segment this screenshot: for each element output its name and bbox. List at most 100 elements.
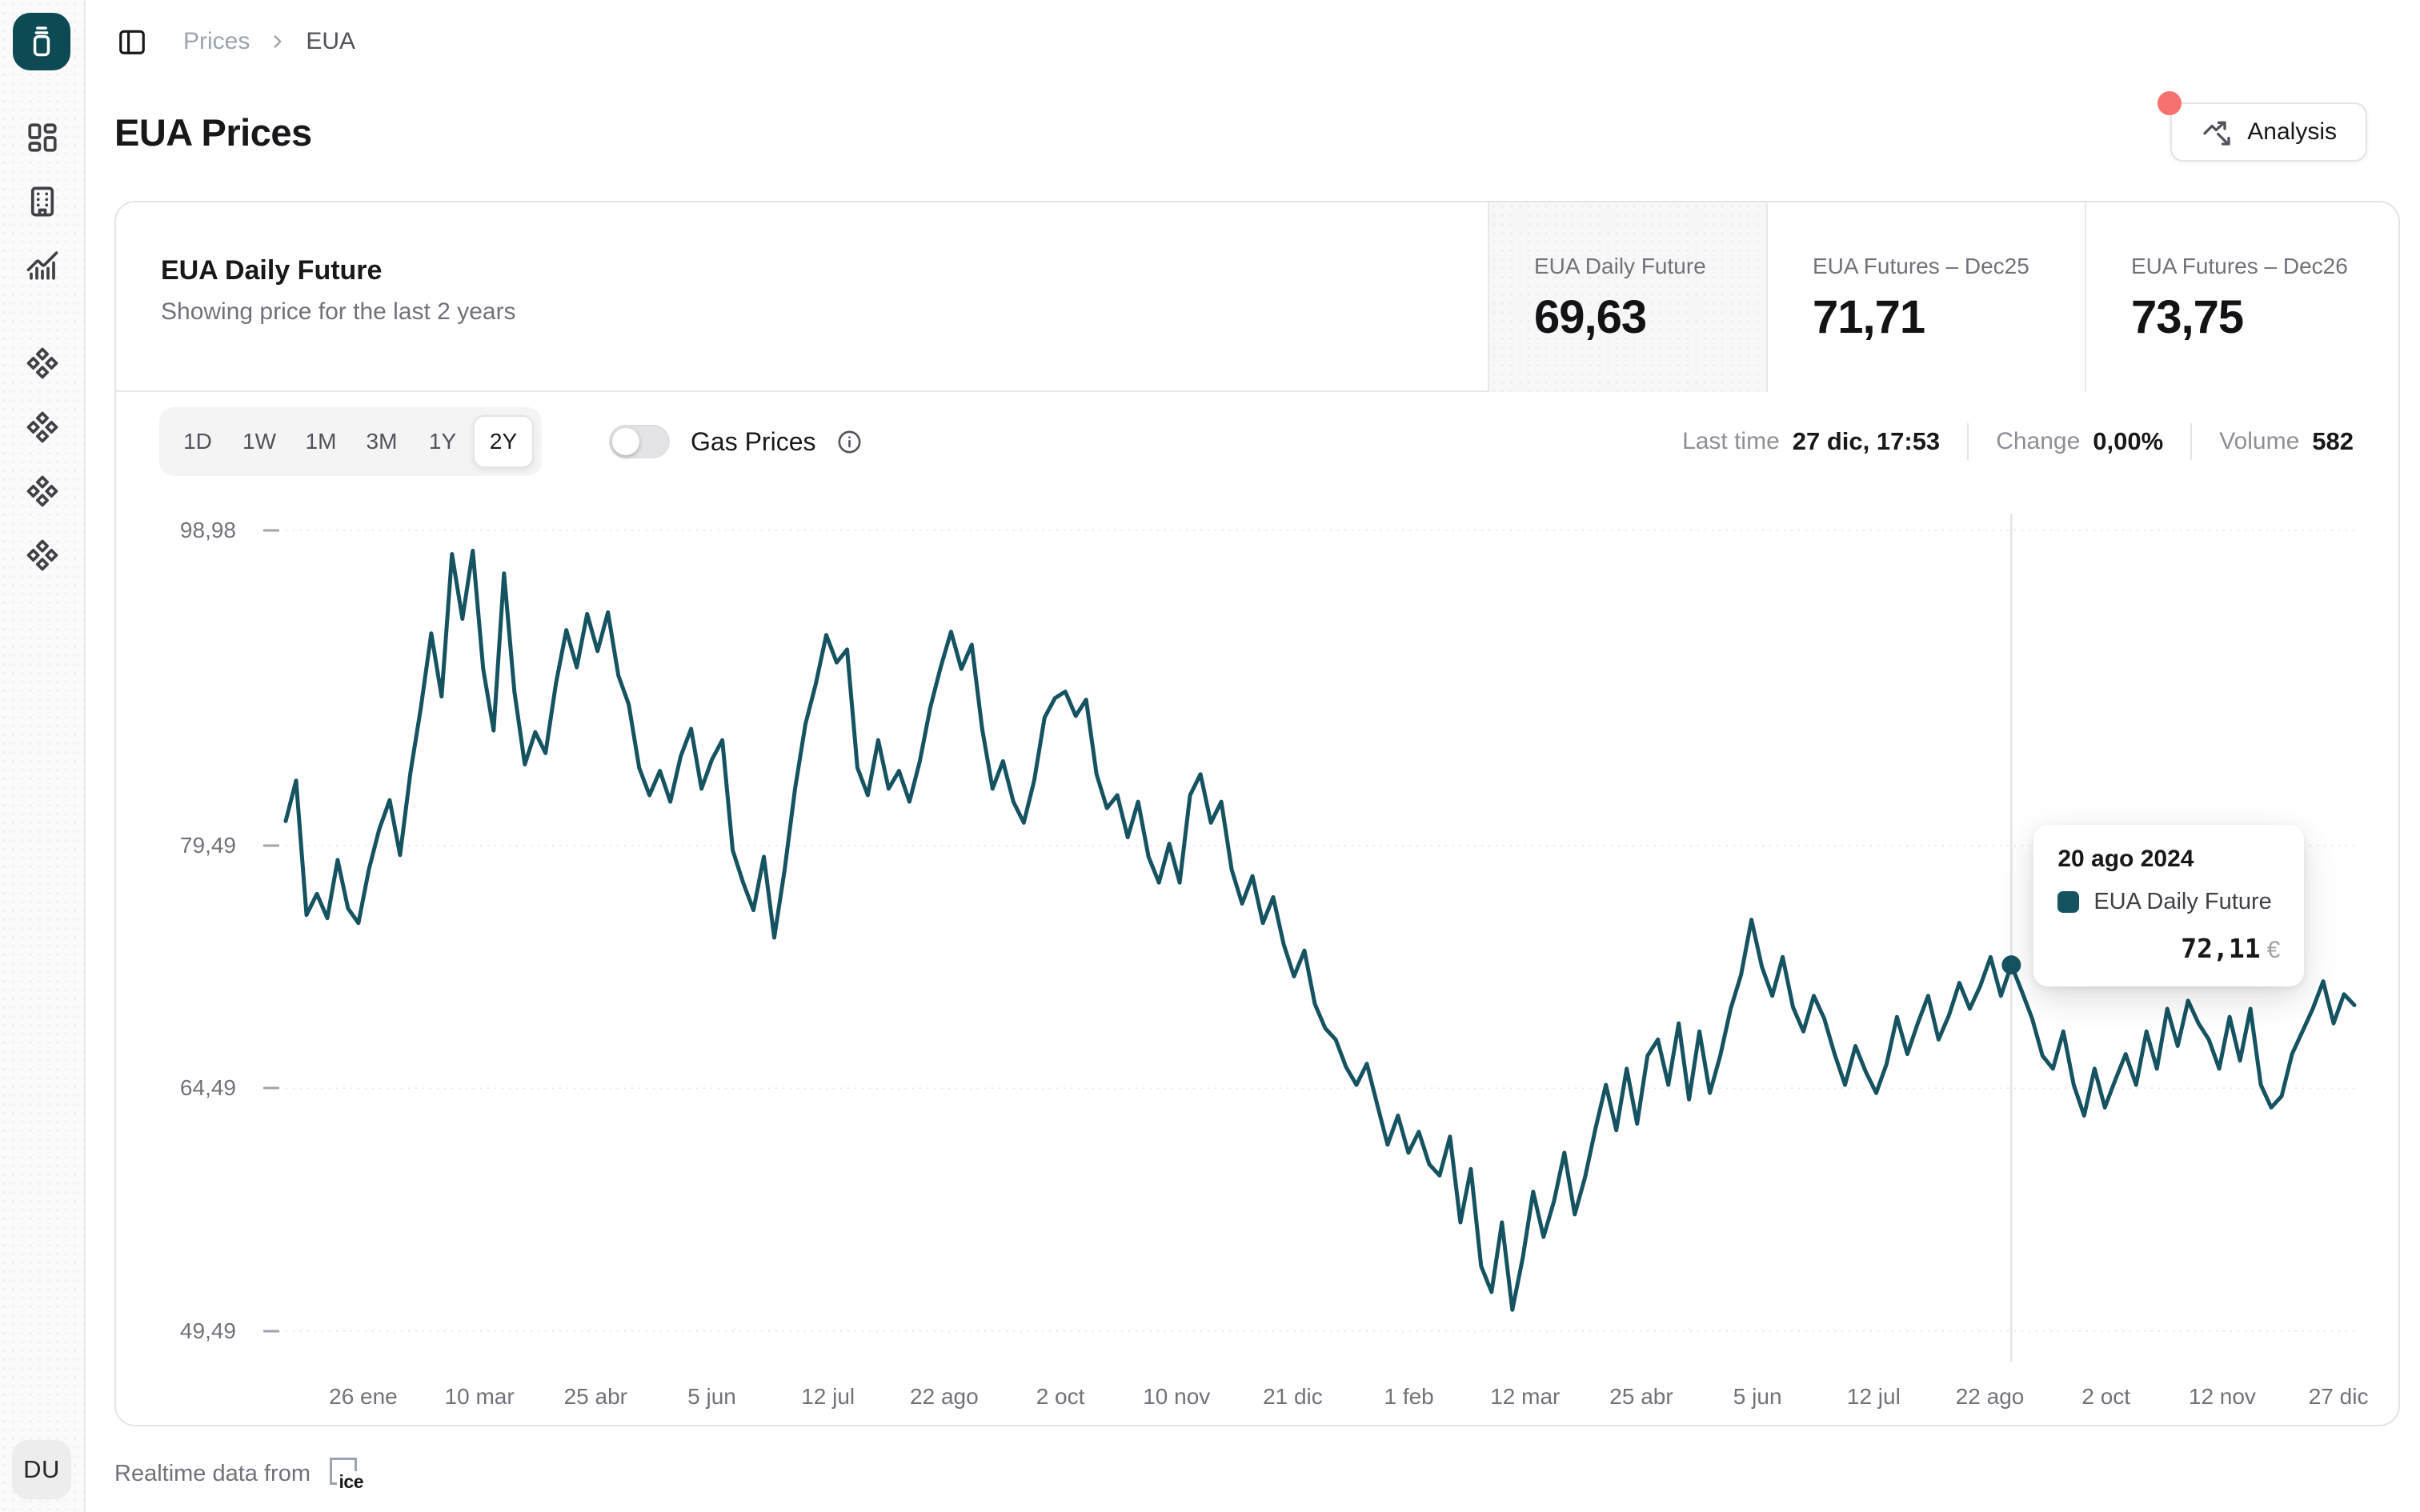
sidebar-toggle-button[interactable]	[114, 24, 150, 59]
price-tile-0[interactable]: EUA Daily Future 69,63	[1488, 202, 1766, 392]
range-button-2y[interactable]: 2Y	[473, 415, 534, 468]
y-axis-tick	[263, 1086, 279, 1090]
price-chart[interactable]: 20 ago 2024 EUA Daily Future 72,11 € 98,9…	[180, 514, 2368, 1409]
topbar: Prices EUA	[114, 19, 355, 64]
x-axis-label: 26 ene	[329, 1384, 398, 1409]
tile-value: 71,71	[1813, 291, 1925, 343]
sidebar-item-module-4[interactable]	[17, 530, 68, 581]
component-icon	[26, 411, 58, 443]
stat-label: Change	[1996, 428, 2081, 454]
tile-label: EUA Futures – Dec26	[2131, 254, 2348, 278]
sidebar-item-prices[interactable]	[17, 240, 68, 291]
tooltip-series-name: EUA Daily Future	[2093, 889, 2272, 915]
building-icon	[30, 186, 54, 217]
x-axis-label: 5 jun	[687, 1384, 736, 1409]
app-logo[interactable]	[13, 13, 70, 70]
price-tiles: EUA Daily Future 69,63 EUA Futures – Dec25…	[1488, 202, 2398, 392]
y-axis-label: 79,49	[179, 832, 236, 858]
footer-text: Realtime data from	[114, 1460, 311, 1486]
component-icon	[26, 475, 58, 507]
tile-label: EUA Futures – Dec25	[1813, 254, 2029, 278]
x-axis-label: 10 nov	[1143, 1384, 1211, 1409]
x-axis-label: 2 oct	[2081, 1384, 2131, 1409]
x-axis-label: 21 dic	[1263, 1384, 1323, 1409]
stat-separator	[1967, 423, 1969, 460]
component-icon	[26, 347, 58, 379]
tile-value: 69,63	[1534, 291, 1647, 343]
card-title: EUA Daily Future	[161, 255, 383, 286]
tile-value: 73,75	[2131, 291, 2244, 343]
x-axis-label: 12 nov	[2188, 1384, 2256, 1409]
x-axis-label: 10 mar	[444, 1384, 515, 1409]
sidebar-item-module-3[interactable]	[17, 466, 68, 517]
gas-prices-toggle[interactable]	[609, 425, 670, 458]
chart-tooltip: 20 ago 2024 EUA Daily Future 72,11 €	[2033, 825, 2305, 987]
trending-arrows-icon	[2203, 121, 2230, 146]
stat-value: 582	[2312, 427, 2354, 455]
sidebar-nav	[0, 112, 84, 594]
series-swatch	[2057, 891, 2080, 914]
ice-logo: ice	[330, 1458, 364, 1493]
card-subtitle: Showing price for the last 2 years	[161, 298, 516, 325]
analysis-button[interactable]: Analysis	[2158, 91, 2367, 162]
x-axis-label: 12 jul	[801, 1384, 855, 1409]
jar-logo-icon	[33, 26, 50, 57]
stat-change: Change 0,00%	[1996, 427, 2163, 456]
price-tile-2[interactable]: EUA Futures – Dec26 73,75	[2085, 202, 2398, 392]
y-axis-label: 98,98	[179, 517, 236, 542]
stats-row: Last time 27 dic, 17:53 Change 0,00% Volume 5…	[1682, 407, 2354, 476]
x-axis-label: 12 mar	[1490, 1384, 1561, 1409]
stat-volume: Volume 582	[2219, 427, 2354, 456]
footer: Realtime data from ice	[114, 1458, 364, 1493]
x-axis-label: 22 ago	[1955, 1384, 2025, 1409]
range-button-1d[interactable]: 1D	[183, 429, 212, 454]
tooltip-date: 20 ago 2024	[2057, 846, 2194, 873]
range-button-1m[interactable]: 1M	[305, 429, 337, 454]
stat-separator	[2190, 423, 2193, 460]
tooltip-value: 72,11	[2181, 933, 2261, 965]
sidebar-item-installations[interactable]	[17, 176, 68, 227]
component-icon	[26, 539, 58, 571]
stat-last-time: Last time 27 dic, 17:53	[1682, 427, 1940, 456]
card-header: EUA Daily Future Showing price for the l…	[116, 202, 2398, 392]
range-button-3m[interactable]: 3M	[366, 429, 398, 454]
range-selector: 1D 1W 1M 3M 1Y 2Y	[159, 407, 542, 476]
x-axis-label: 1 feb	[1384, 1384, 1434, 1409]
y-axis-label: 49,49	[179, 1318, 236, 1343]
ice-logo-text: ice	[336, 1471, 364, 1493]
range-button-1w[interactable]: 1W	[242, 429, 276, 454]
y-axis-tick	[263, 529, 279, 532]
sidebar-item-module-2[interactable]	[17, 402, 68, 453]
page-title: EUA Prices	[114, 110, 312, 154]
x-axis-label: 5 jun	[1733, 1384, 1782, 1409]
panel-left-icon	[119, 30, 145, 54]
gas-toggle-group: Gas Prices	[609, 407, 863, 476]
x-axis-label: 27 dic	[2308, 1384, 2369, 1409]
stat-value: 27 dic, 17:53	[1792, 427, 1941, 455]
x-axis-label: 25 abr	[1609, 1384, 1673, 1409]
title-row: EUA Prices Analysis	[114, 91, 2393, 162]
toggle-thumb	[612, 428, 639, 455]
line-chart-svg	[283, 514, 2357, 1362]
stat-label: Volume	[2219, 428, 2300, 454]
chart-controls: 1D 1W 1M 3M 1Y 2Y Gas Prices Last time 27 dic,…	[116, 392, 2398, 491]
chart-icon	[26, 251, 58, 280]
y-axis-tick	[263, 1330, 279, 1333]
sidebar-item-module-1[interactable]	[17, 338, 68, 389]
hover-point-marker	[2001, 955, 2021, 975]
y-axis-label: 64,49	[179, 1075, 236, 1101]
user-avatar[interactable]: DU	[12, 1440, 71, 1499]
dashboard-icon	[27, 123, 57, 152]
tile-label: EUA Daily Future	[1534, 254, 1706, 278]
range-button-1y[interactable]: 1Y	[428, 429, 457, 454]
price-chart-card: EUA Daily Future Showing price for the l…	[114, 201, 2400, 1426]
x-axis-label: 22 ago	[910, 1384, 979, 1409]
sidebar-item-dashboard[interactable]	[17, 112, 68, 163]
tooltip-currency: €	[2266, 937, 2281, 964]
breadcrumb-prices[interactable]: Prices	[183, 28, 250, 54]
price-tile-1[interactable]: EUA Futures – Dec25 71,71	[1766, 202, 2085, 392]
stat-value: 0,00%	[2093, 427, 2164, 455]
info-icon[interactable]	[836, 429, 863, 455]
x-axis-label: 25 abr	[563, 1384, 627, 1409]
